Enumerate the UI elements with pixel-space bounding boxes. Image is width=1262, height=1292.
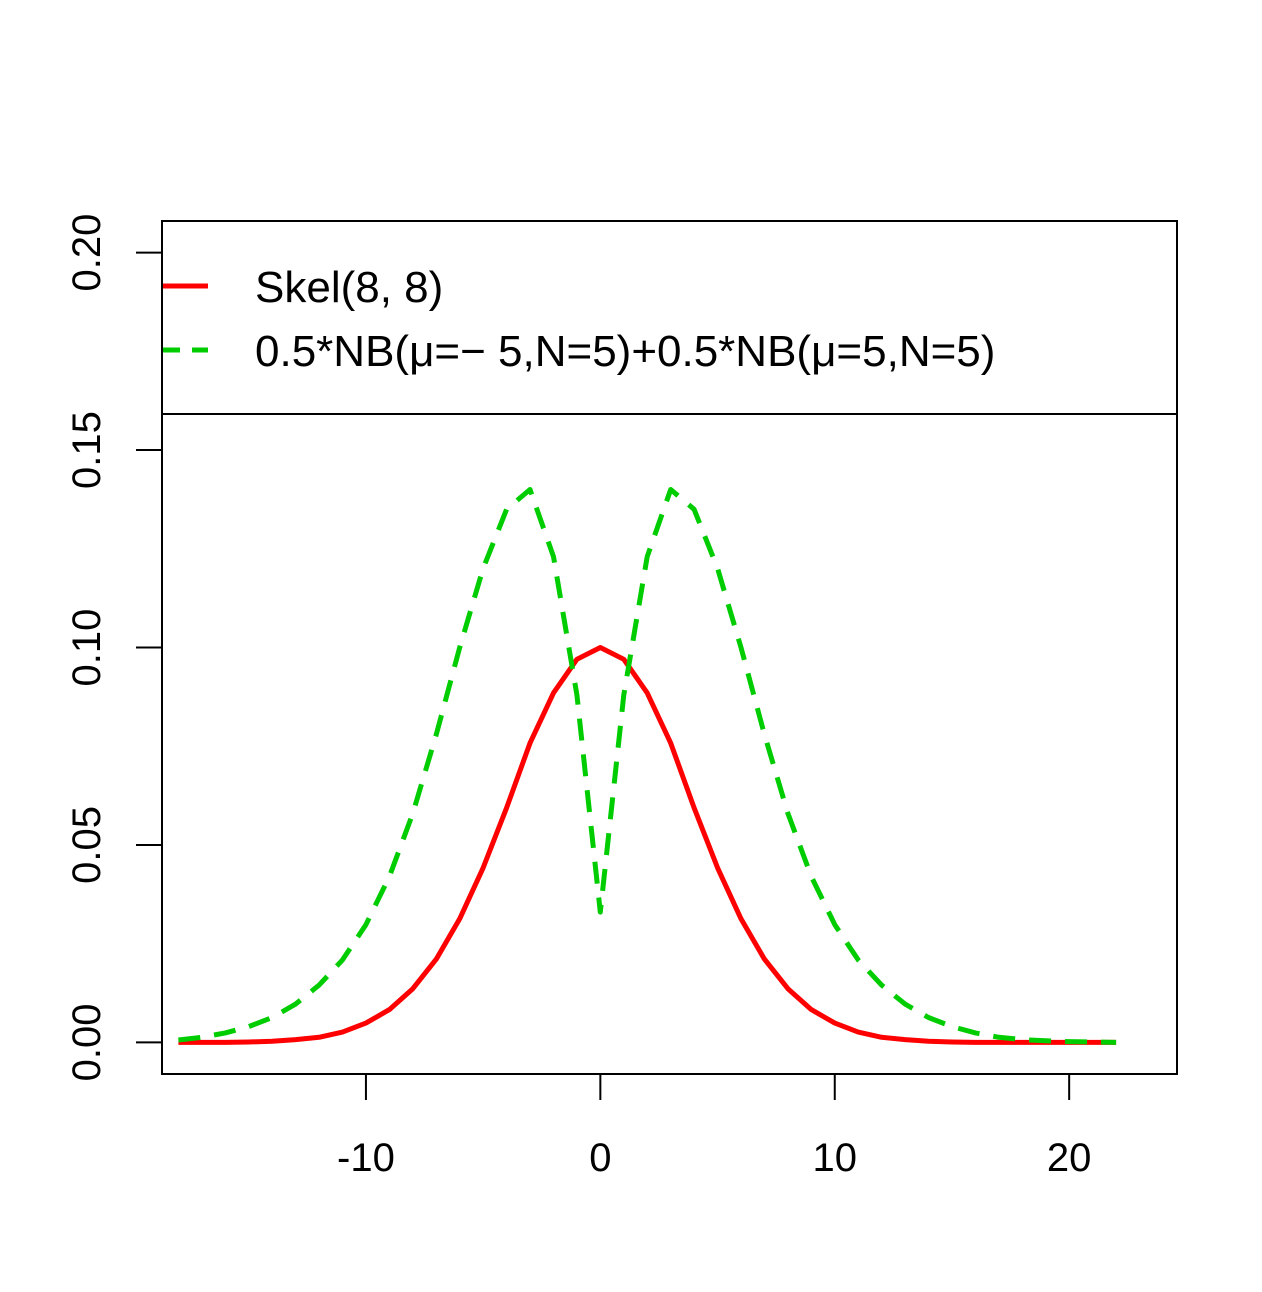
y-tick-label: 0.20 [65, 214, 109, 292]
x-tick-label: 0 [589, 1136, 611, 1180]
series-layer [178, 487, 1117, 1045]
x-tick-label: 20 [1047, 1136, 1092, 1180]
y-tick-label: 0.05 [65, 806, 109, 884]
y-tick-label: 0.10 [65, 609, 109, 687]
y-tick-label: 0.00 [65, 1003, 109, 1081]
x-tick-label: 10 [813, 1136, 858, 1180]
x-tick-label: -10 [337, 1136, 395, 1180]
legend: Skel(8, 8) 0.5*NB(μ=− 5,N=5)+0.5*NB(μ=5,… [161, 220, 1178, 415]
series-line-skel [178, 645, 1117, 1045]
x-axis: -10 0 10 20 [337, 1073, 1092, 1180]
y-tick-label: 0.15 [65, 411, 109, 489]
legend-box [161, 220, 1178, 415]
y-axis: 0.00 0.05 0.10 0.15 0.20 [65, 214, 163, 1081]
legend-label-skel: Skel(8, 8) [255, 263, 443, 312]
series-line-nb-mixture [178, 487, 1117, 1045]
legend-label-nb-mixture: 0.5*NB(μ=− 5,N=5)+0.5*NB(μ=5,N=5) [255, 327, 995, 376]
